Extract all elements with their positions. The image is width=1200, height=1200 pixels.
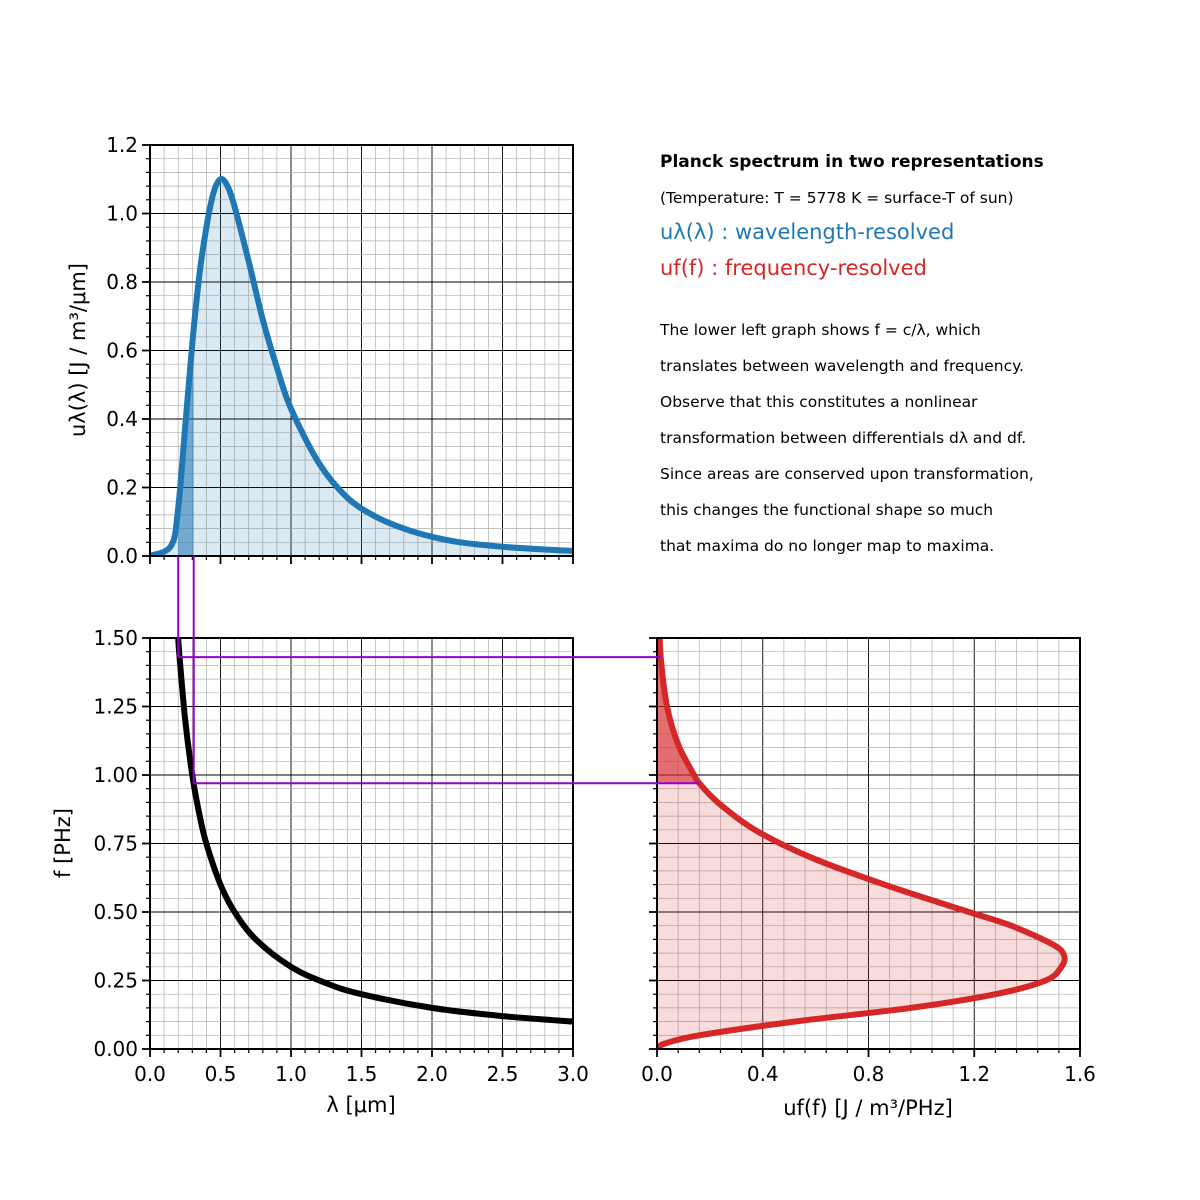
x-tick-label: 0.4 (747, 1062, 779, 1086)
info-description-line: this changes the functional shape so muc… (660, 501, 993, 519)
mapping-curve (175, 638, 573, 1025)
x-tick-label: 1.2 (958, 1062, 990, 1086)
info-description-line: transformation between differentials dλ … (660, 429, 1026, 447)
y-tick-label: 1.25 (93, 695, 138, 719)
frequency-highlight-area (657, 657, 700, 784)
wavelength-spectrum-curve (150, 176, 573, 556)
wavelength-spectrum-ylabel: uλ(λ) [J / m³/μm] (66, 263, 90, 437)
x-tick-label: 3.0 (557, 1062, 589, 1086)
wavelength-spectrum-panel: 0.0 0.2 0.4 0.6 0.8 1.0 1.2 uλ(λ) [J / m³/μm] (66, 133, 574, 568)
info-description-line: translates between wavelength and freque… (660, 357, 1024, 375)
info-description-line: Observe that this constitutes a nonlinea… (660, 393, 978, 411)
y-tick-label: 1.00 (93, 763, 138, 787)
info-panel: Planck spectrum in two representations (… (659, 152, 1044, 555)
mapping-grid (149, 637, 574, 1050)
x-tick-label: 1.5 (346, 1062, 378, 1086)
x-tick-label: 0.8 (853, 1062, 885, 1086)
frequency-spectrum-panel: 0.0 0.4 0.8 1.2 1.6 uf(f) [J / m³/PHz] (641, 637, 1096, 1120)
y-tick-label: 1.50 (93, 626, 138, 650)
info-temperature-note: (Temperature: T = 5778 K = surface-T of … (660, 189, 1014, 207)
x-tick-label: 0.0 (134, 1062, 166, 1086)
y-tick-label: 0.25 (93, 969, 138, 993)
wavelength-spectrum-grid (149, 144, 574, 557)
info-description-line: that maxima do no longer map to maxima. (660, 537, 994, 555)
frequency-spectrum-curve (657, 638, 1068, 1049)
x-tick-label: 1.6 (1064, 1062, 1096, 1086)
info-description-line: The lower left graph shows f = c/λ, whic… (659, 321, 981, 339)
y-tick-label: 0.4 (106, 407, 138, 431)
y-tick-label: 0.6 (106, 339, 138, 363)
x-tick-label: 1.0 (275, 1062, 307, 1086)
mapping-ylabel: f [PHz] (51, 808, 75, 878)
frequency-spectrum-area (657, 638, 1065, 1049)
y-tick-label: 0.8 (106, 270, 138, 294)
y-tick-label: 1.0 (106, 202, 138, 226)
x-tick-label: 0.0 (641, 1062, 673, 1086)
wavelength-spectrum-area (150, 179, 573, 556)
wavelength-spectrum-ticks: 0.0 0.2 0.4 0.6 0.8 1.0 1.2 (106, 133, 574, 568)
y-tick-label: 0.50 (93, 900, 138, 924)
x-tick-label: 2.0 (416, 1062, 448, 1086)
legend-frequency-resolved: uf(f) : frequency-resolved (660, 256, 927, 280)
x-tick-label: 2.5 (487, 1062, 519, 1086)
frequency-spectrum-xlabel: uf(f) [J / m³/PHz] (783, 1096, 953, 1120)
guide-lines (177, 556, 700, 785)
mapping-panel: 0.0 0.5 1.0 1.5 2.0 2.5 3.0 0.00 0.25 0.50 0.75 1.0… (51, 626, 589, 1117)
x-tick-label: 0.5 (205, 1062, 237, 1086)
legend-wavelength-resolved: uλ(λ) : wavelength-resolved (660, 220, 954, 244)
frequency-spectrum-ticks: 0.0 0.4 0.8 1.2 1.6 (641, 637, 1096, 1086)
y-tick-label: 0.75 (93, 832, 138, 856)
info-title: Planck spectrum in two representations (660, 152, 1044, 172)
y-tick-label: 1.2 (106, 133, 138, 157)
mapping-ticks: 0.0 0.5 1.0 1.5 2.0 2.5 3.0 0.00 0.25 0.50 0.75 1.0… (93, 626, 588, 1086)
mapping-xlabel: λ [μm] (326, 1093, 395, 1117)
y-tick-label: 0.00 (93, 1037, 138, 1061)
info-description-line: Since areas are conserved upon transform… (660, 465, 1034, 483)
y-tick-label: 0.2 (106, 476, 138, 500)
y-tick-label: 0.0 (106, 544, 138, 568)
